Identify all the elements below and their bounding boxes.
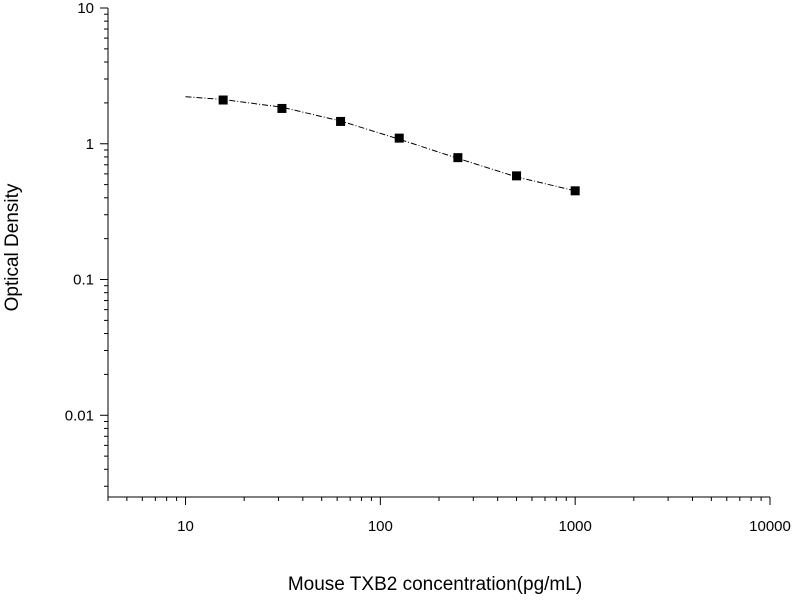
y-tick-label: 0.1 <box>73 272 94 289</box>
data-point <box>453 153 463 163</box>
data-point <box>394 133 404 143</box>
data-point <box>336 116 346 126</box>
data-point <box>512 171 522 181</box>
x-axis-title: Mouse TXB2 concentration(pg/mL) <box>288 574 582 595</box>
x-tick-label: 100 <box>368 518 393 535</box>
data-point <box>570 186 580 196</box>
x-tick-label: 10 <box>177 518 194 535</box>
y-ticks: 0.01 0.1 1 10 <box>65 0 108 487</box>
y-tick-label: 0.01 <box>65 407 94 424</box>
data-point <box>277 103 287 113</box>
x-tick-label: 1000 <box>558 518 591 535</box>
x-tick-label: 10000 <box>749 518 791 535</box>
data-point <box>218 95 228 105</box>
y-tick-label: 10 <box>77 0 94 17</box>
y-axis-title: Optical Density <box>2 183 23 311</box>
x-ticks: 10 100 1000 10000 <box>107 497 791 535</box>
fit-curve-layer <box>185 96 576 192</box>
fit-curve <box>185 96 576 192</box>
data-points-layer <box>218 95 580 196</box>
axes-layer <box>107 8 770 498</box>
y-tick-label: 1 <box>86 136 94 153</box>
